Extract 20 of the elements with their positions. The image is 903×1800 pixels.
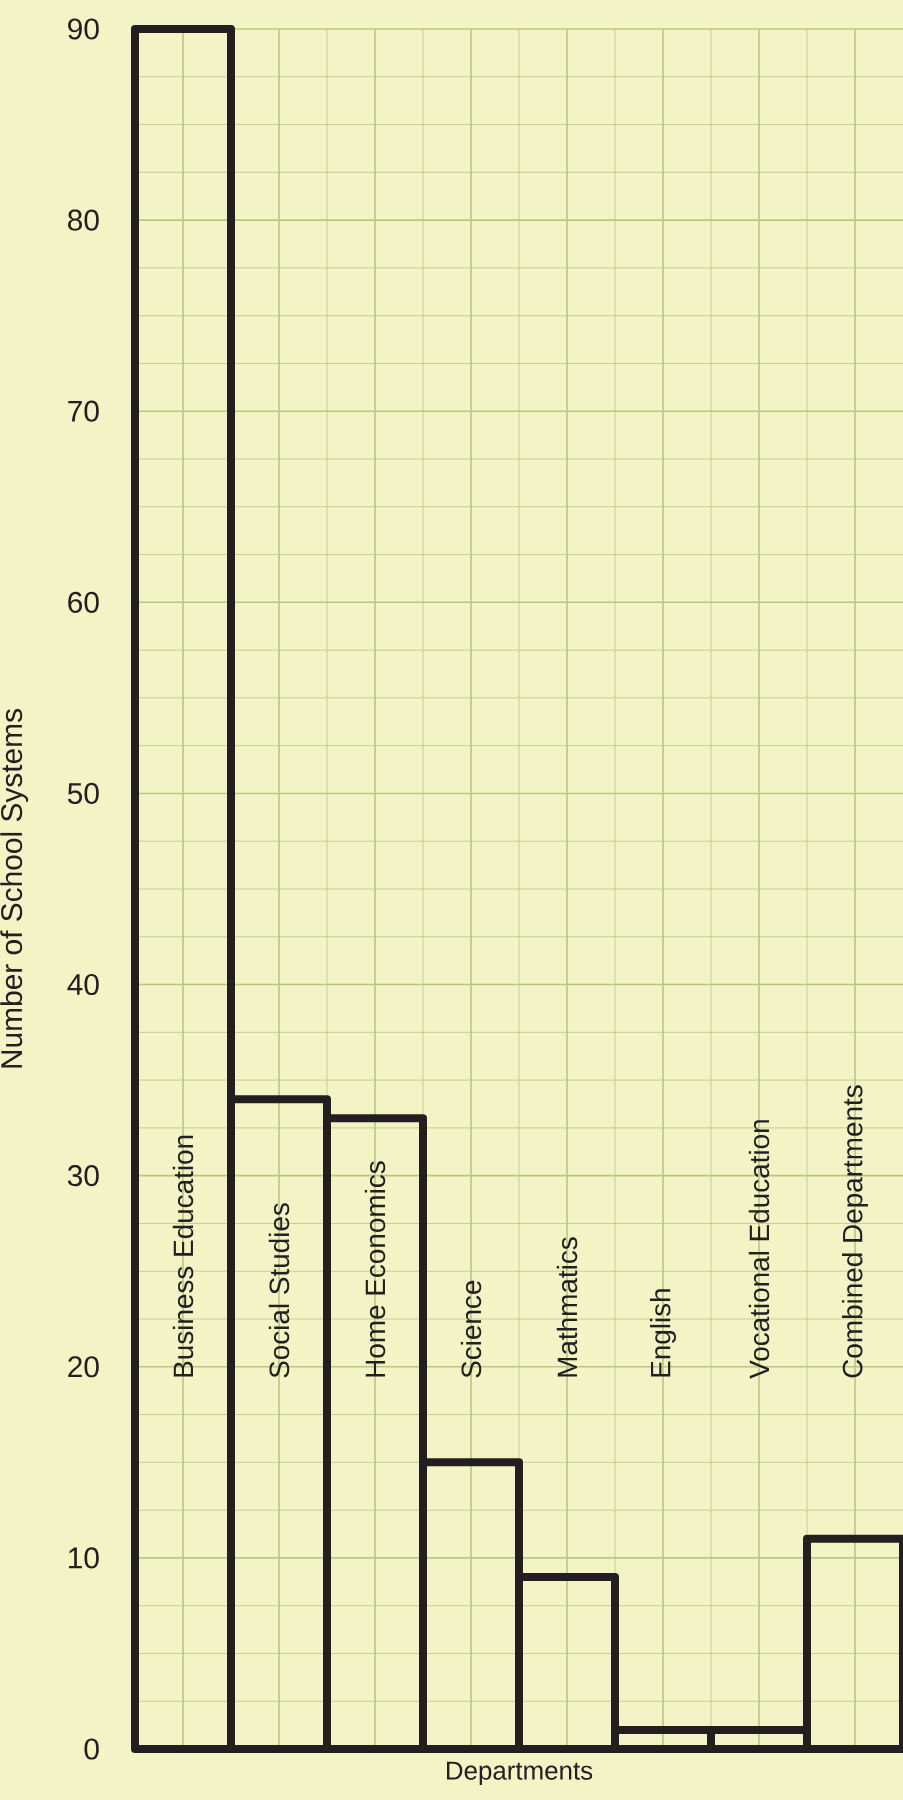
- x-tick-label: English: [650, 1289, 676, 1377]
- y-tick-label: 30: [67, 1165, 99, 1187]
- x-tick-label: Home Economics: [364, 1161, 386, 1377]
- x-tick-label: Vocational Education: [748, 1120, 770, 1379]
- y-tick-label: 70: [68, 400, 99, 422]
- y-tick-label: 50: [67, 782, 99, 804]
- x-tick-label: Business Education: [172, 1135, 194, 1377]
- y-axis-title: Number of School Systems: [0, 709, 29, 1068]
- x-tick-label: Science: [460, 1280, 482, 1378]
- y-tick-label: 20: [68, 1356, 99, 1378]
- y-tick-label: 90: [68, 18, 99, 40]
- y-tick-label: 40: [67, 973, 99, 996]
- x-tick-label: Social Studies: [268, 1203, 290, 1378]
- x-tick-label: Mathmatics: [556, 1237, 578, 1377]
- x-axis-title: Departments: [446, 1761, 593, 1785]
- y-tick-label: 10: [69, 1547, 99, 1569]
- y-tick-label: 0: [84, 1738, 99, 1760]
- y-tick-label: 60: [68, 591, 99, 613]
- y-tick-label: 80: [68, 209, 99, 231]
- x-tick-label: Combined Departments: [842, 1085, 868, 1378]
